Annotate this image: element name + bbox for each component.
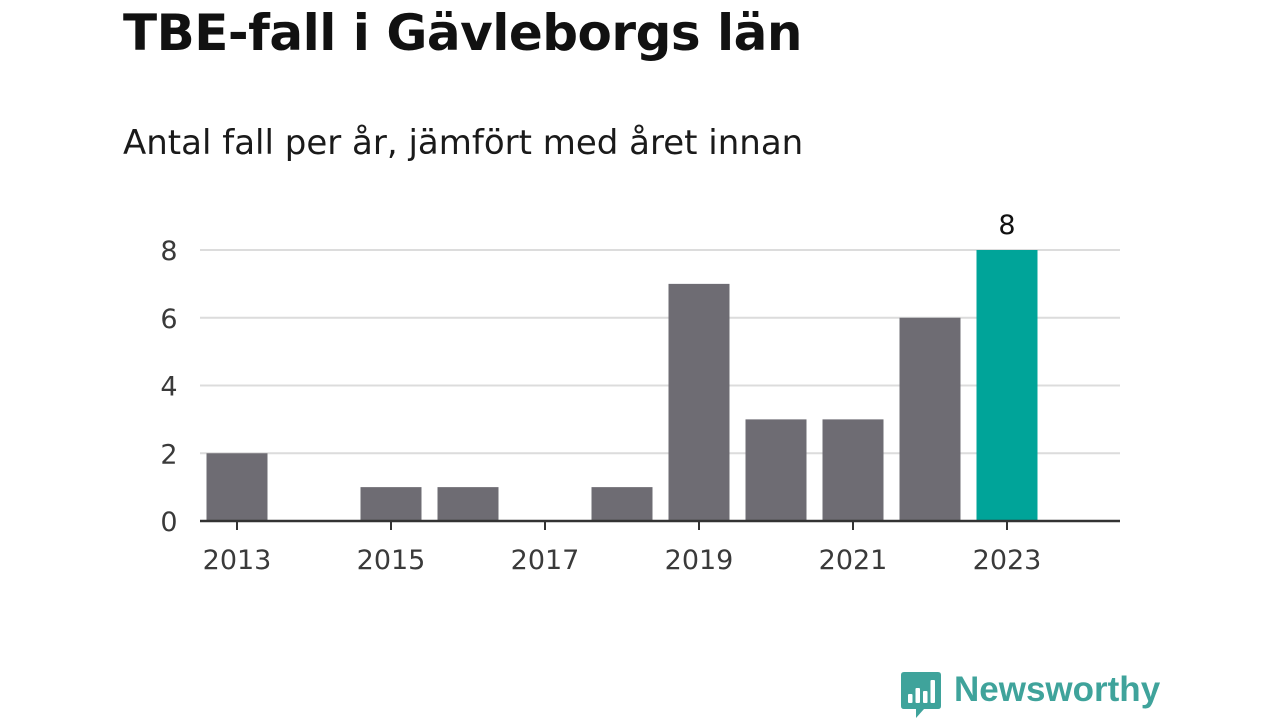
newsworthy-logo-icon [901, 672, 941, 718]
bar-2018 [591, 487, 653, 521]
y-tick-label: 8 [160, 236, 177, 267]
x-axis [200, 519, 1120, 530]
chart-title: TBE-fall i Gävleborgs län [123, 4, 803, 62]
bar-2022 [899, 317, 961, 521]
chart-subtitle: Antal fall per år, jämfört med året inna… [123, 123, 804, 163]
bar-2015 [360, 487, 422, 521]
y-tick-label: 0 [160, 507, 177, 538]
data-label-2023: 8 [998, 210, 1015, 241]
bar-2023 [976, 250, 1038, 521]
x-tick-label: 2021 [819, 545, 888, 576]
grid-lines [200, 249, 1120, 455]
x-tick-label: 2023 [973, 545, 1042, 576]
data-labels: 8 [998, 210, 1015, 241]
bar-2020 [745, 419, 807, 521]
bar-2019 [668, 283, 730, 521]
brand-logo: Newsworthy [900, 670, 1160, 720]
y-tick-labels: 0 2 4 6 8 [160, 236, 177, 538]
bar-2016 [437, 487, 499, 521]
x-tick-label: 2017 [511, 545, 580, 576]
x-tick-label: 2013 [203, 545, 272, 576]
y-tick-label: 2 [160, 439, 177, 470]
y-tick-label: 4 [160, 372, 177, 403]
bars [206, 250, 1038, 521]
brand-name: Newsworthy [954, 670, 1161, 709]
bar-2013 [206, 453, 268, 521]
bar-2021 [822, 419, 884, 521]
x-tick-label: 2015 [357, 545, 426, 576]
y-tick-label: 6 [160, 304, 177, 335]
x-tick-labels: 2013 2015 2017 2019 2021 2023 [203, 545, 1042, 576]
x-tick-label: 2019 [665, 545, 734, 576]
